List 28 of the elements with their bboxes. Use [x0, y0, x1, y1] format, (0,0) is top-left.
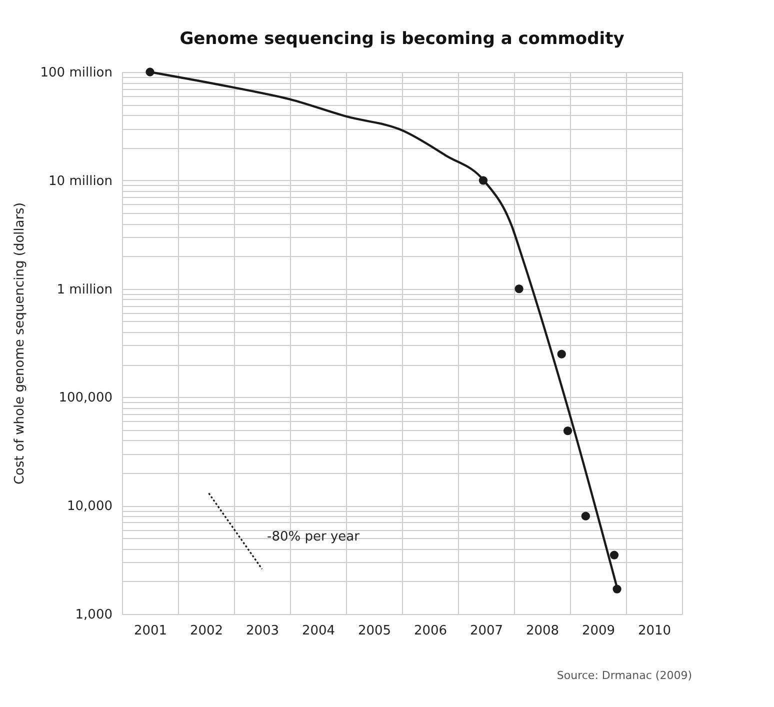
point [557, 350, 566, 358]
y-tick-label: 1 million [56, 282, 112, 298]
x-tick-label: 2007 [470, 624, 504, 638]
point [612, 584, 622, 594]
x-tick-label: 2001 [134, 624, 168, 638]
x-tick-label: 2002 [190, 624, 224, 638]
source-note: Source: Drmanac (2009) [556, 669, 692, 682]
x-tick-label: 2003 [246, 624, 280, 638]
y-tick-label: 100,000 [58, 390, 112, 406]
point [146, 68, 154, 76]
y-tick-label: 1,000 [75, 608, 112, 622]
point [610, 550, 619, 560]
y-tick-label: 10,000 [67, 499, 112, 514]
annotation: -80% per year [267, 529, 360, 544]
x-tick-label: 2008 [526, 624, 560, 638]
point [478, 176, 488, 185]
x-tick-label: 2005 [358, 624, 392, 638]
point [581, 512, 590, 520]
x-tick-label: 2006 [414, 624, 448, 638]
y-tick-label: 10 million [48, 174, 112, 189]
y-axis-title: Cost of whole genome sequencing (dollars) [12, 202, 28, 485]
x-tick-label: 2004 [302, 624, 336, 638]
chart-title: Genome sequencing is becoming a commodity [180, 29, 624, 49]
x-tick-label: 2010 [638, 624, 672, 638]
y-tick-label: 100 million [40, 66, 112, 80]
point [563, 426, 572, 436]
point [514, 284, 524, 294]
x-tick-label: 2009 [582, 624, 616, 638]
